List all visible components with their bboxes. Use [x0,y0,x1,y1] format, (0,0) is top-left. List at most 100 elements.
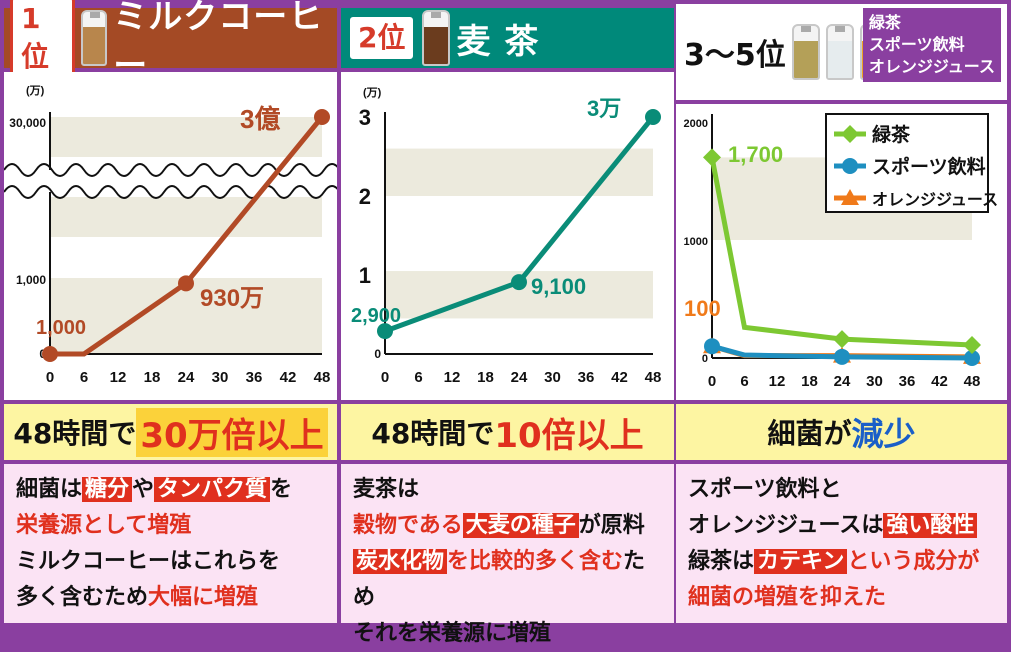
bottle-icon-sports-drink [825,24,854,80]
data-label: 930万 [200,285,264,312]
data-point [963,336,981,355]
desc-text: ため [353,549,646,610]
banner-prefix: 48時間で [13,417,137,450]
data-point [833,330,851,349]
y-axis-unit: (万) [26,84,45,97]
desc-text: 緑茶は [688,549,755,574]
bottle-icon-green-tea [791,24,820,80]
desc-line: ミルクコーヒーはこれらを [16,549,281,574]
x-tick-label: 12 [110,369,127,386]
series-line [709,156,973,348]
x-tick-label: 24 [511,369,528,386]
drink-list: 緑茶 スポーツ飲料 オレンジジュース [862,8,1001,82]
x-tick-label: 18 [801,373,818,390]
series-line [50,115,324,357]
chart-panel-2: (万) 3 2 1 0 2,900 9,100 3万 0 6 12 18 24 30 36 42 48 [341,72,674,400]
legend-label: 緑茶 [872,123,911,146]
x-tick-label: 42 [611,369,628,386]
x-tick-label: 12 [769,373,786,390]
data-point [704,338,720,355]
desc-line: 細菌の増殖を抑えた [688,585,887,610]
series-line [711,343,973,361]
desc-tag: 炭水化物 [353,549,448,574]
data-label: 1,700 [728,142,783,167]
column-milk-coffee: 1位 ミルクコーヒー (万)30,0001,00001,000930万3億061… [4,0,337,627]
drink-name: 緑茶 [868,13,901,32]
desc-tag: 糖分 [82,477,133,502]
desc-line: オレンジジュースは 強い酸性 [688,508,995,544]
data-point [377,323,393,340]
x-tick-label: 0 [46,369,54,386]
rank-badge: 3〜5位 [684,38,786,73]
bottle-icon [422,10,451,66]
desc-line: 細菌は 糖分やタンパク質を [16,472,325,508]
desc-line: 多く含むため大幅に増殖 [16,580,325,616]
y-tick-label: 2 [359,184,371,209]
infographic: 1位 ミルクコーヒー (万) 30,000 1,000 0 1,000 930万 3億 0 6 1… [4,0,1007,646]
result-banner: 細菌が 減少 [676,404,1007,460]
legend-label: スポーツ飲料 [872,155,986,178]
y-tick-label: 1,000 [16,273,46,287]
y-tick-label: 3 [359,105,371,130]
drink-name: オレンジジュース [868,57,995,76]
header-rank2: 2位 麦 茶 [341,8,674,68]
data-label: 3億 [240,104,280,134]
desc-red: という成分が [847,549,980,574]
desc-text: 細菌は [16,477,83,502]
banner-prefix: 細菌が [767,417,852,450]
desc-text: 多く含むため [16,585,149,610]
drink-title: ミルクコーヒー [113,0,324,86]
x-tick-label: 0 [381,369,389,386]
rank-badge: 2位 [347,14,417,62]
desc-line: 麦茶は [353,477,420,502]
banner-prefix: 48時間で [371,417,495,450]
desc-line: スポーツ飲料と [688,477,842,502]
x-tick-label: 30 [866,373,883,390]
data-point [842,158,858,174]
result-banner: 48時間で 30万倍以上 [4,404,337,460]
desc-red: を比較的多く含む [447,549,624,574]
x-tick-label: 48 [314,369,331,386]
x-tick-label: 0 [708,373,716,390]
y-tick-label: 1000 [684,236,708,248]
x-tick-label: 6 [414,369,422,386]
banner-highlight: 30万倍以上 [136,407,328,457]
x-tick-label: 24 [834,373,851,390]
drink-title: 麦 茶 [456,21,540,62]
grid-band [50,117,322,157]
data-point [834,348,850,365]
banner-highlight: 10倍以上 [494,415,644,456]
desc-tag: 大麦の種子 [462,513,579,538]
data-point [314,109,330,125]
x-tick-label: 42 [280,369,297,386]
data-point [645,109,661,125]
result-banner: 48時間で 10倍以上 [341,404,674,460]
data-point [841,189,859,205]
desc-tag: タンパク質 [154,477,271,502]
desc-text: オレンジジュースは [688,513,884,538]
desc-text: や [132,477,155,502]
desc-line: 栄養源として増殖 [16,513,192,538]
chart-milk-coffee: (万)30,0001,00001,000930万3億06121824303642… [4,84,337,386]
data-point [178,275,194,292]
chart-panel-1: (万)30,0001,00001,000930万3億06121824303642… [4,72,337,400]
y-tick-label: 0 [374,347,381,361]
data-point [841,125,859,143]
desc-tag: 強い酸性 [883,513,978,538]
desc-line: 穀物である 大麦の種子 が原料 [353,508,662,544]
drink-name: スポーツ飲料 [868,35,965,54]
description: 麦茶は 穀物である 大麦の種子 が原料 炭水化物 を比較的多く含むため それを栄養源に… [341,464,674,646]
bottle-icon [81,10,108,66]
header-rank3-5: 3〜5位 緑茶 スポーツ飲料 オレンジジュース [676,4,1007,100]
rank-badge: 1位 [10,0,76,81]
column-barley-tea: 2位 麦 茶 (万) 3 2 1 0 2,900 9,100 3万 0 6 12 18 24 30 36 42… [341,0,674,646]
data-label: 2,900 [351,305,401,327]
x-tick-label: 42 [931,373,948,390]
axis-break-line [4,163,337,177]
x-tick-label: 30 [212,369,229,386]
data-point [42,345,58,362]
y-axis-unit: (万) [363,86,382,99]
data-point [511,274,527,291]
header-rank1: 1位 ミルクコーヒー [4,0,337,86]
